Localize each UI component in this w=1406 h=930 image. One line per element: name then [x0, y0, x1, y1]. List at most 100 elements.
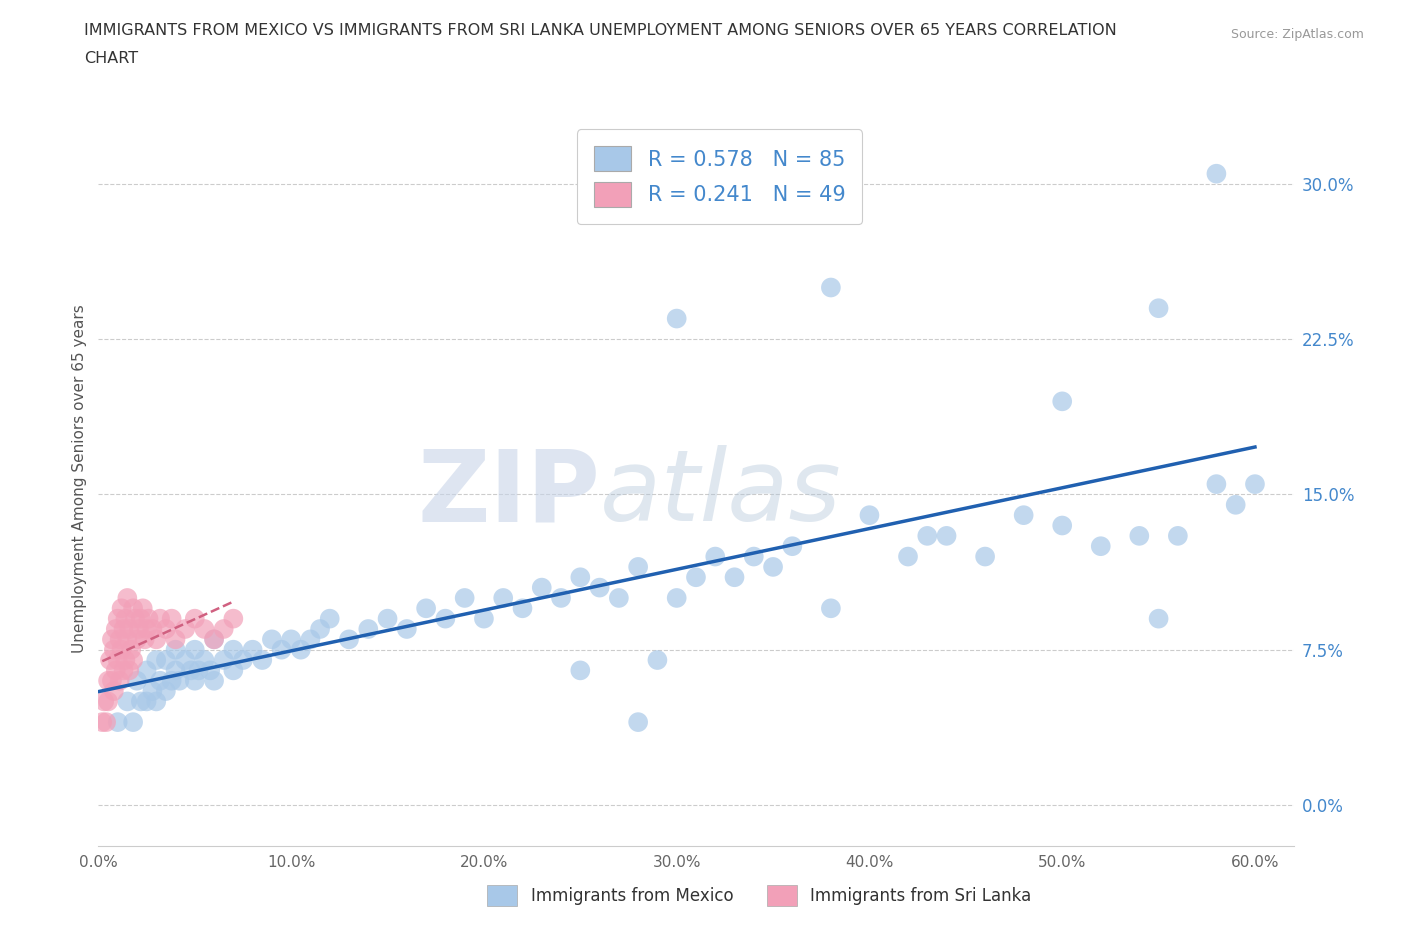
- Point: [280, 631, 302, 646]
- Point: [395, 621, 418, 636]
- Point: [260, 631, 283, 646]
- Point: [129, 611, 152, 626]
- Point: [1244, 477, 1267, 492]
- Point: [128, 621, 150, 636]
- Point: [242, 643, 264, 658]
- Point: [974, 549, 997, 564]
- Legend: Immigrants from Mexico, Immigrants from Sri Lanka: Immigrants from Mexico, Immigrants from …: [481, 879, 1038, 912]
- Point: [149, 611, 172, 626]
- Point: [309, 621, 332, 636]
- Point: [107, 714, 129, 729]
- Point: [202, 631, 225, 646]
- Point: [935, 528, 957, 543]
- Point: [434, 611, 457, 626]
- Point: [145, 653, 167, 668]
- Point: [569, 570, 592, 585]
- Point: [135, 694, 157, 709]
- Point: [1050, 518, 1073, 533]
- Legend: R = 0.578   N = 85, R = 0.241   N = 49: R = 0.578 N = 85, R = 0.241 N = 49: [578, 129, 862, 224]
- Point: [917, 528, 939, 543]
- Point: [165, 631, 187, 646]
- Point: [270, 643, 292, 658]
- Y-axis label: Unemployment Among Seniors over 65 years: Unemployment Among Seniors over 65 years: [72, 305, 87, 653]
- Point: [122, 653, 145, 668]
- Point: [337, 631, 360, 646]
- Text: ZIP: ZIP: [418, 445, 600, 542]
- Point: [858, 508, 880, 523]
- Point: [820, 601, 842, 616]
- Point: [202, 673, 225, 688]
- Point: [1147, 611, 1170, 626]
- Point: [112, 663, 135, 678]
- Point: [685, 570, 707, 585]
- Point: [134, 631, 156, 646]
- Point: [180, 663, 202, 678]
- Point: [193, 621, 215, 636]
- Point: [97, 673, 120, 688]
- Point: [704, 549, 727, 564]
- Point: [120, 643, 142, 658]
- Point: [94, 714, 117, 729]
- Point: [782, 538, 804, 553]
- Point: [202, 631, 225, 646]
- Point: [512, 601, 534, 616]
- Point: [1147, 300, 1170, 315]
- Point: [124, 611, 146, 626]
- Point: [129, 694, 152, 709]
- Point: [627, 560, 650, 575]
- Text: CHART: CHART: [84, 51, 138, 66]
- Point: [122, 601, 145, 616]
- Point: [160, 673, 183, 688]
- Point: [762, 560, 785, 575]
- Point: [1090, 538, 1112, 553]
- Point: [107, 611, 129, 626]
- Point: [607, 591, 630, 605]
- Text: atlas: atlas: [600, 445, 842, 542]
- Point: [222, 663, 245, 678]
- Point: [319, 611, 342, 626]
- Point: [588, 580, 610, 595]
- Point: [98, 653, 121, 668]
- Point: [1205, 166, 1227, 181]
- Point: [104, 621, 127, 636]
- Point: [155, 653, 177, 668]
- Point: [135, 663, 157, 678]
- Point: [1225, 498, 1247, 512]
- Point: [184, 673, 207, 688]
- Point: [169, 673, 191, 688]
- Point: [125, 673, 148, 688]
- Point: [453, 591, 475, 605]
- Point: [155, 684, 177, 698]
- Point: [141, 621, 163, 636]
- Point: [108, 631, 131, 646]
- Point: [165, 643, 187, 658]
- Point: [91, 714, 114, 729]
- Point: [252, 653, 274, 668]
- Point: [200, 663, 222, 678]
- Point: [101, 673, 124, 688]
- Point: [141, 684, 163, 698]
- Point: [174, 653, 197, 668]
- Point: [193, 653, 215, 668]
- Point: [184, 643, 207, 658]
- Point: [122, 714, 145, 729]
- Point: [160, 611, 183, 626]
- Point: [165, 663, 187, 678]
- Point: [184, 611, 207, 626]
- Point: [1167, 528, 1189, 543]
- Point: [299, 631, 322, 646]
- Text: Source: ZipAtlas.com: Source: ZipAtlas.com: [1230, 28, 1364, 41]
- Point: [145, 631, 167, 646]
- Point: [1128, 528, 1150, 543]
- Point: [1205, 477, 1227, 492]
- Point: [117, 694, 139, 709]
- Point: [174, 621, 197, 636]
- Point: [97, 694, 120, 709]
- Point: [569, 663, 592, 678]
- Point: [103, 643, 125, 658]
- Point: [290, 643, 312, 658]
- Point: [665, 312, 688, 326]
- Point: [132, 601, 155, 616]
- Point: [155, 621, 177, 636]
- Point: [110, 643, 132, 658]
